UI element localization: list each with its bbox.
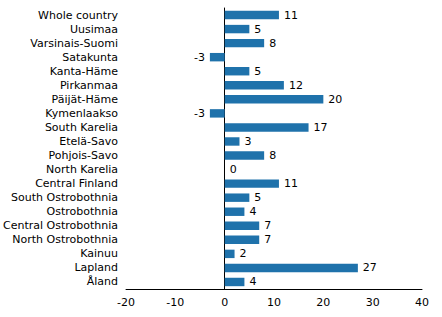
svg-text:Central Ostrobothnia: Central Ostrobothnia <box>3 219 118 232</box>
svg-text:17: 17 <box>314 121 328 134</box>
svg-text:Ostrobothnia: Ostrobothnia <box>47 205 118 218</box>
svg-text:8: 8 <box>269 37 276 50</box>
svg-text:30: 30 <box>366 296 380 309</box>
svg-text:11: 11 <box>284 177 298 190</box>
svg-text:40: 40 <box>415 296 429 309</box>
svg-text:-3: -3 <box>194 51 205 64</box>
svg-text:8: 8 <box>269 149 276 162</box>
svg-text:5: 5 <box>254 65 261 78</box>
svg-text:-10: -10 <box>166 296 184 309</box>
svg-text:Kymenlaakso: Kymenlaakso <box>45 107 118 120</box>
svg-text:10: 10 <box>267 296 281 309</box>
svg-text:Kainuu: Kainuu <box>80 247 118 260</box>
svg-text:Whole country: Whole country <box>38 9 118 22</box>
svg-text:20: 20 <box>316 296 330 309</box>
svg-text:Pohjois-Savo: Pohjois-Savo <box>49 149 119 162</box>
svg-text:12: 12 <box>289 79 303 92</box>
svg-text:Åland: Åland <box>87 275 118 288</box>
svg-text:Central Finland: Central Finland <box>35 177 118 190</box>
svg-text:5: 5 <box>254 191 261 204</box>
svg-text:Varsinais-Suomi: Varsinais-Suomi <box>30 37 118 50</box>
svg-text:0: 0 <box>230 163 237 176</box>
svg-text:5: 5 <box>254 23 261 36</box>
svg-text:Lapland: Lapland <box>74 261 118 274</box>
svg-text:South Ostrobothnia: South Ostrobothnia <box>11 191 118 204</box>
svg-text:2: 2 <box>240 247 247 260</box>
svg-text:0: 0 <box>221 296 228 309</box>
svg-text:Etelä-Savo: Etelä-Savo <box>59 135 118 148</box>
svg-text:North Ostrobothnia: North Ostrobothnia <box>12 233 118 246</box>
svg-text:North Karelia: North Karelia <box>46 163 118 176</box>
svg-text:Pirkanmaa: Pirkanmaa <box>60 79 118 92</box>
svg-text:South Karelia: South Karelia <box>45 121 118 134</box>
svg-text:Uusimaa: Uusimaa <box>70 23 118 36</box>
svg-text:3: 3 <box>244 135 251 148</box>
svg-text:27: 27 <box>363 261 377 274</box>
svg-text:20: 20 <box>328 93 342 106</box>
svg-text:-3: -3 <box>194 107 205 120</box>
svg-text:7: 7 <box>264 233 271 246</box>
svg-text:4: 4 <box>249 205 256 218</box>
svg-text:-20: -20 <box>117 296 135 309</box>
svg-text:Päijät-Häme: Päijät-Häme <box>52 93 119 106</box>
svg-text:11: 11 <box>284 9 298 22</box>
svg-text:4: 4 <box>249 275 256 288</box>
svg-text:Satakunta: Satakunta <box>62 51 118 64</box>
svg-text:Kanta-Häme: Kanta-Häme <box>50 65 118 78</box>
svg-text:7: 7 <box>264 219 271 232</box>
